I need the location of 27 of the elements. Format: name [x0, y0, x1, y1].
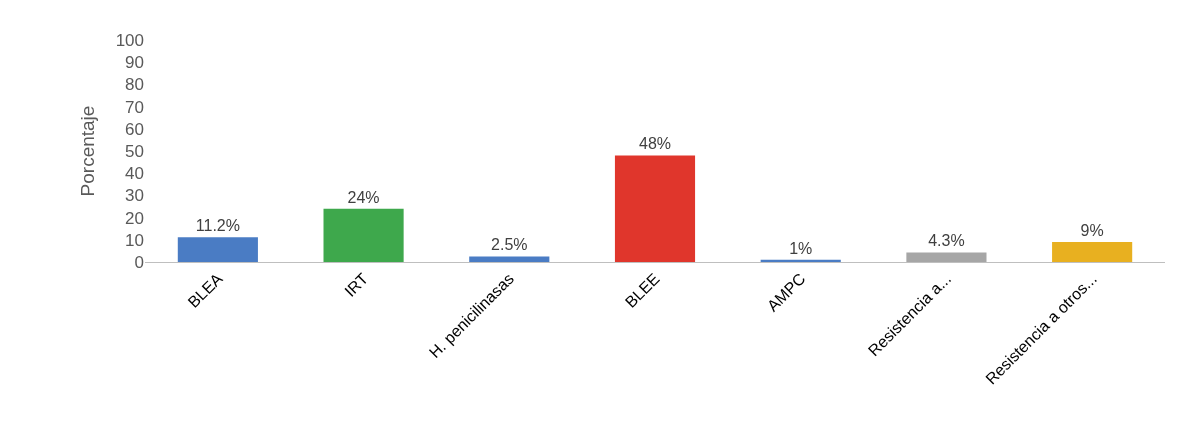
bar — [614, 155, 696, 262]
data-label: 1% — [789, 239, 813, 257]
y-tick-label: 0 — [134, 252, 144, 272]
y-tick-label: 30 — [125, 186, 144, 206]
y-tick-label: 80 — [125, 75, 144, 95]
y-tick-label: 100 — [115, 30, 144, 50]
data-label: 2.5% — [491, 236, 528, 254]
y-tick-label: 20 — [125, 208, 144, 228]
y-tick-label: 90 — [125, 53, 144, 73]
data-label: 11.2% — [195, 217, 240, 235]
y-tick-label: 60 — [125, 119, 144, 139]
y-tick-label: 40 — [125, 164, 144, 184]
data-label: 24% — [347, 188, 380, 206]
y-tick-label: 10 — [125, 230, 144, 250]
data-label: 48% — [638, 135, 672, 153]
bar — [469, 256, 550, 262]
y-tick-label: 50 — [125, 141, 144, 161]
bar — [1052, 242, 1133, 262]
data-label: 4.3% — [928, 232, 965, 250]
bar — [323, 208, 404, 262]
bar — [177, 237, 258, 262]
y-tick-label: 70 — [125, 97, 144, 117]
y-axis-title: Porcentaje — [77, 105, 99, 197]
bar — [760, 259, 841, 262]
x-tick-label: IRT — [341, 269, 372, 300]
bar — [906, 252, 987, 262]
data-label: 9% — [1080, 222, 1104, 240]
